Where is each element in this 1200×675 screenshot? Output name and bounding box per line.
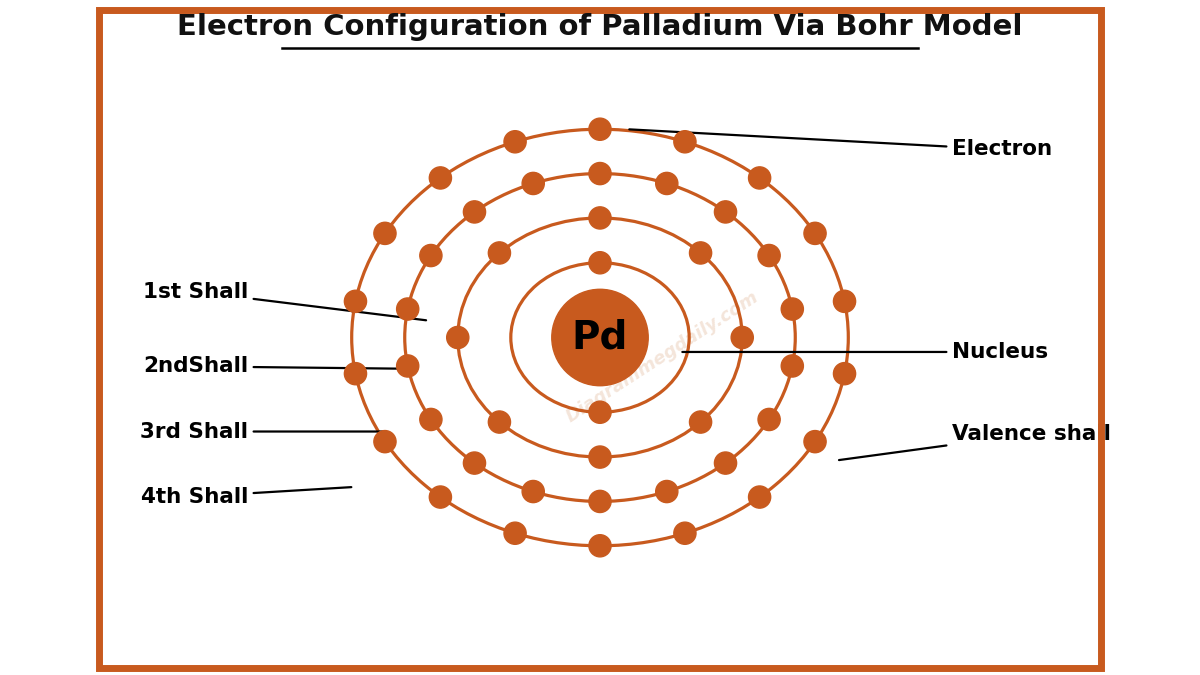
Text: Valence shall: Valence shall xyxy=(839,424,1111,460)
Circle shape xyxy=(397,298,419,320)
Circle shape xyxy=(731,327,754,348)
Circle shape xyxy=(589,490,611,512)
Text: Pd: Pd xyxy=(572,319,628,356)
Circle shape xyxy=(420,244,442,267)
Circle shape xyxy=(749,486,770,508)
Circle shape xyxy=(758,244,780,267)
Text: Electron Configuration of Palladium Via Bohr Model: Electron Configuration of Palladium Via … xyxy=(178,13,1022,40)
Circle shape xyxy=(690,411,712,433)
Text: 4th Shall: 4th Shall xyxy=(140,487,352,507)
Circle shape xyxy=(344,290,366,313)
Circle shape xyxy=(589,207,611,229)
Circle shape xyxy=(430,486,451,508)
Circle shape xyxy=(781,298,803,320)
Circle shape xyxy=(488,242,510,264)
Circle shape xyxy=(589,446,611,468)
Circle shape xyxy=(714,452,737,474)
Circle shape xyxy=(714,201,737,223)
Circle shape xyxy=(420,408,442,431)
Circle shape xyxy=(552,290,648,385)
Text: 2ndShall: 2ndShall xyxy=(143,356,414,377)
Circle shape xyxy=(655,481,678,503)
Text: 3rd Shall: 3rd Shall xyxy=(140,421,385,441)
Text: Diagrammegdaily.com: Diagrammegdaily.com xyxy=(563,288,762,426)
Circle shape xyxy=(589,252,611,274)
Circle shape xyxy=(344,362,366,385)
Circle shape xyxy=(463,452,486,474)
Circle shape xyxy=(488,411,510,433)
Circle shape xyxy=(589,401,611,423)
Circle shape xyxy=(589,535,611,557)
Text: Electron: Electron xyxy=(629,130,1052,159)
Circle shape xyxy=(749,167,770,189)
Circle shape xyxy=(522,172,545,194)
Circle shape xyxy=(690,242,712,264)
Circle shape xyxy=(674,131,696,153)
Circle shape xyxy=(834,362,856,385)
Circle shape xyxy=(374,222,396,244)
Circle shape xyxy=(655,172,678,194)
Circle shape xyxy=(430,167,451,189)
Circle shape xyxy=(397,355,419,377)
Circle shape xyxy=(804,222,826,244)
Circle shape xyxy=(463,201,486,223)
Circle shape xyxy=(504,522,526,544)
Circle shape xyxy=(374,431,396,453)
Circle shape xyxy=(589,118,611,140)
Circle shape xyxy=(674,522,696,544)
Circle shape xyxy=(522,481,545,503)
Circle shape xyxy=(589,163,611,185)
Circle shape xyxy=(804,431,826,453)
Text: Nucleus: Nucleus xyxy=(683,342,1048,362)
Circle shape xyxy=(834,290,856,313)
Circle shape xyxy=(781,355,803,377)
Circle shape xyxy=(758,408,780,431)
Circle shape xyxy=(446,327,469,348)
Text: 1st Shall: 1st Shall xyxy=(143,281,426,320)
Circle shape xyxy=(504,131,526,153)
